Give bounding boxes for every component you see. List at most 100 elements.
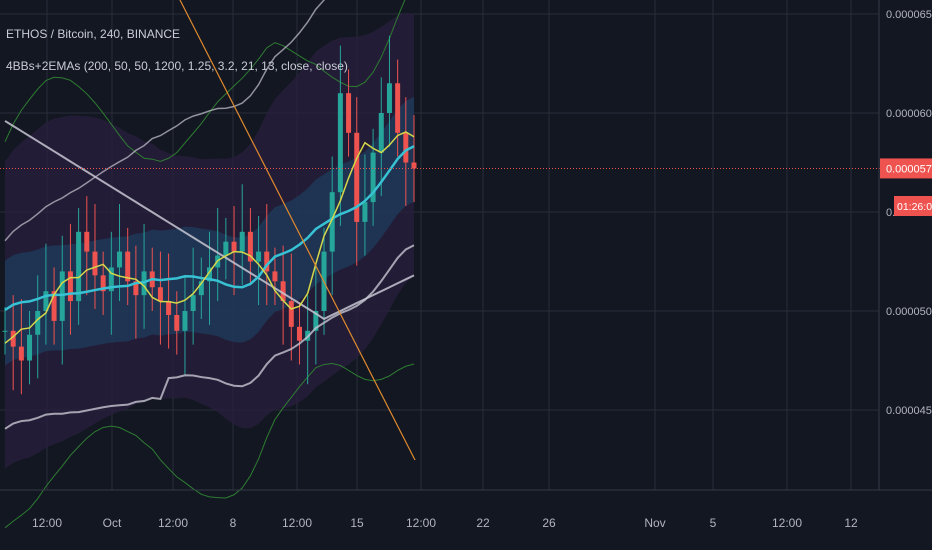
x-tick-label: 5 bbox=[710, 516, 717, 530]
axes: 0.00006500 0.00006000 0.00005000 0.00004500… bbox=[0, 0, 932, 530]
x-tick-label: 12:00 bbox=[32, 516, 62, 530]
candle-body bbox=[18, 346, 24, 361]
candle bbox=[362, 154, 368, 256]
x-tick-label: Oct bbox=[103, 516, 122, 530]
candle-body bbox=[2, 330, 8, 332]
candle-body bbox=[370, 152, 376, 203]
candle-body bbox=[27, 334, 33, 361]
candle bbox=[354, 97, 360, 266]
indicator-legend[interactable]: 4BBs+2EMAs (200, 50, 50, 1200, 1.25, 3.2… bbox=[6, 59, 348, 73]
candle-body bbox=[346, 93, 352, 133]
candle bbox=[411, 114, 417, 203]
candle bbox=[223, 217, 229, 280]
candle-body bbox=[378, 113, 384, 153]
candle-body bbox=[43, 291, 49, 311]
overlay bbox=[0, 0, 880, 461]
x-tick-label: 26 bbox=[542, 516, 556, 530]
green-lower-band bbox=[4, 363, 415, 529]
candle-body bbox=[280, 281, 286, 302]
candle-body bbox=[288, 301, 294, 327]
candle bbox=[157, 251, 163, 345]
candle-body bbox=[264, 251, 270, 272]
x-tick-label: 12:00 bbox=[158, 516, 188, 530]
candle bbox=[100, 251, 106, 315]
candle bbox=[337, 45, 343, 226]
candle-body bbox=[329, 192, 335, 252]
gray-lower-band bbox=[4, 244, 415, 430]
candle bbox=[2, 307, 8, 355]
candle bbox=[125, 227, 131, 306]
y-tick-label: 0.00005000 bbox=[886, 306, 932, 318]
candle-body bbox=[362, 202, 368, 222]
candle bbox=[10, 295, 16, 391]
candle-body bbox=[100, 275, 106, 292]
candle-body bbox=[157, 287, 163, 302]
trendline bbox=[179, 0, 416, 461]
y-tick-label: 0.00004500 bbox=[886, 405, 932, 417]
candle bbox=[51, 267, 57, 345]
candle bbox=[264, 204, 270, 306]
candle-body bbox=[239, 231, 245, 252]
candle-body bbox=[67, 271, 73, 302]
candle bbox=[378, 77, 384, 197]
candle bbox=[133, 245, 139, 339]
symbol-legend[interactable]: ETHOS / Bitcoin, 240, BINANCE bbox=[6, 27, 181, 41]
candle-body bbox=[395, 83, 401, 133]
green-upper-band bbox=[4, 0, 406, 162]
x-tick-label: 15 bbox=[350, 516, 364, 530]
candle-body bbox=[198, 281, 204, 296]
slow-ma-line bbox=[4, 120, 415, 321]
candle-body bbox=[247, 231, 253, 262]
candle bbox=[370, 128, 376, 226]
candle bbox=[117, 204, 123, 302]
candle bbox=[67, 223, 73, 335]
candle-body bbox=[207, 267, 212, 282]
moving-averages bbox=[4, 0, 415, 430]
candle-body bbox=[354, 132, 360, 222]
candle bbox=[190, 247, 196, 345]
candle-body bbox=[337, 93, 343, 193]
inner-band-fill bbox=[5, 96, 414, 366]
candle-body bbox=[386, 83, 392, 113]
candle bbox=[288, 253, 294, 361]
x-tick-label: 12:00 bbox=[772, 516, 802, 530]
x-tick-label: 8 bbox=[230, 516, 237, 530]
ema-fast-line bbox=[4, 131, 415, 344]
candle bbox=[198, 257, 204, 319]
y-tick-label: 0.00006000 bbox=[886, 108, 932, 120]
candle-body bbox=[403, 132, 409, 163]
candle bbox=[329, 156, 335, 296]
candle bbox=[35, 275, 41, 379]
candle bbox=[43, 243, 49, 345]
x-tick-label: Nov bbox=[644, 516, 665, 530]
candle-body bbox=[92, 251, 98, 276]
candle bbox=[296, 303, 302, 365]
candle bbox=[256, 215, 262, 306]
candle-body bbox=[133, 281, 139, 296]
candle-body bbox=[166, 301, 172, 315]
candle-body bbox=[51, 291, 57, 321]
countdown-badge bbox=[894, 196, 932, 216]
gray-upper-band bbox=[4, 0, 326, 242]
candle-body bbox=[223, 241, 229, 256]
candle bbox=[280, 245, 286, 345]
candle bbox=[395, 59, 401, 157]
candle-body bbox=[182, 311, 188, 331]
candle-body bbox=[174, 314, 180, 331]
candle-body bbox=[108, 267, 114, 292]
countdown-label: 01:26:00 bbox=[897, 201, 932, 213]
candle bbox=[174, 291, 180, 355]
last-price-badge bbox=[880, 158, 932, 179]
candle bbox=[18, 299, 24, 395]
candle-body bbox=[76, 231, 82, 302]
candle-body bbox=[296, 326, 302, 341]
x-tick-label: 12 bbox=[844, 516, 858, 530]
x-tick-label: 22 bbox=[476, 516, 490, 530]
candle-body bbox=[84, 231, 90, 252]
candle-body bbox=[125, 251, 131, 282]
candle-body bbox=[272, 271, 278, 282]
ema-slow-line bbox=[4, 145, 415, 312]
x-tick-label: 12:00 bbox=[406, 516, 436, 530]
candle bbox=[346, 69, 352, 157]
